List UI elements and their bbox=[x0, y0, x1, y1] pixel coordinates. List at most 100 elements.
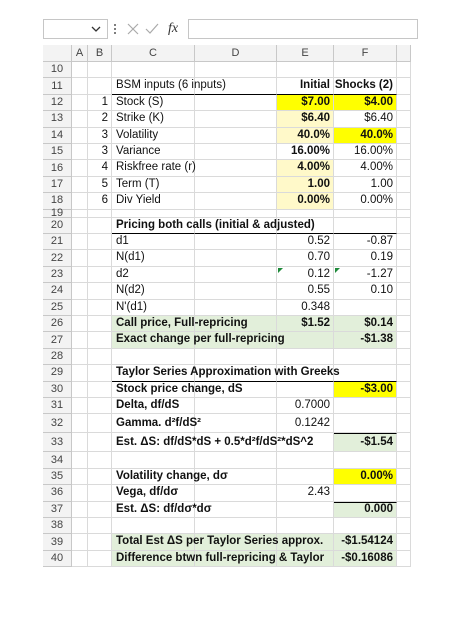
cell[interactable] bbox=[334, 398, 397, 415]
row-header[interactable]: 12 bbox=[43, 94, 72, 112]
column-header[interactable]: B bbox=[88, 45, 112, 62]
cell[interactable]: Riskfree rate (r) bbox=[112, 160, 196, 177]
cell[interactable]: -$1.54 bbox=[334, 433, 397, 453]
row-header[interactable]: 24 bbox=[43, 283, 72, 300]
cell[interactable] bbox=[334, 414, 397, 434]
cell[interactable]: -$0.16086 bbox=[334, 550, 397, 568]
cell[interactable] bbox=[112, 452, 195, 469]
row-header[interactable]: 32 bbox=[43, 414, 72, 434]
cell[interactable]: Volatility change, dσ bbox=[112, 468, 228, 486]
row-header[interactable]: 11 bbox=[43, 78, 72, 95]
cell[interactable] bbox=[397, 250, 411, 267]
cell[interactable]: 40.0% bbox=[277, 127, 334, 144]
cell[interactable] bbox=[195, 160, 277, 177]
cell[interactable]: Volatility bbox=[112, 127, 195, 144]
cell[interactable] bbox=[195, 283, 277, 300]
cell[interactable] bbox=[195, 111, 277, 128]
cell[interactable] bbox=[397, 209, 411, 218]
cell[interactable] bbox=[88, 433, 112, 453]
cell[interactable] bbox=[72, 193, 88, 210]
cell[interactable]: Pricing both calls (initial & adjusted) bbox=[112, 217, 315, 234]
cell[interactable] bbox=[88, 283, 112, 300]
cell[interactable] bbox=[277, 518, 334, 535]
cell[interactable] bbox=[397, 534, 411, 551]
cell[interactable]: 0.7000 bbox=[277, 398, 334, 415]
cell[interactable]: Exact change per full-repricing bbox=[112, 332, 285, 349]
cell[interactable]: 2.43 bbox=[277, 485, 334, 502]
cell[interactable]: N(d1) bbox=[112, 250, 195, 267]
cell[interactable] bbox=[72, 468, 88, 486]
cell[interactable] bbox=[397, 266, 411, 284]
cell[interactable] bbox=[72, 160, 88, 177]
cell[interactable]: 3 bbox=[88, 144, 112, 161]
cell[interactable] bbox=[397, 217, 411, 234]
cell[interactable]: 0.1242 bbox=[277, 414, 334, 434]
cell[interactable]: Shocks (2) bbox=[334, 78, 397, 95]
cell[interactable] bbox=[88, 62, 112, 79]
cell[interactable] bbox=[88, 381, 112, 398]
cell[interactable] bbox=[195, 550, 277, 568]
cell[interactable] bbox=[112, 348, 195, 366]
cell[interactable]: $0.14 bbox=[334, 316, 397, 333]
cell[interactable]: Term (T) bbox=[112, 176, 195, 194]
cell[interactable]: $4.00 bbox=[334, 94, 397, 112]
cell[interactable]: 0.10 bbox=[334, 283, 397, 300]
cell[interactable]: 0.70 bbox=[277, 250, 334, 267]
column-header[interactable]: F bbox=[334, 45, 397, 62]
cell[interactable] bbox=[195, 127, 277, 144]
row-header[interactable]: 28 bbox=[43, 348, 72, 366]
cell[interactable] bbox=[195, 62, 277, 79]
cell[interactable] bbox=[397, 299, 411, 316]
cell[interactable] bbox=[195, 217, 277, 234]
cell[interactable]: 0.000 bbox=[334, 501, 397, 518]
cell[interactable] bbox=[195, 209, 277, 218]
cell[interactable] bbox=[88, 398, 112, 415]
cell[interactable] bbox=[72, 62, 88, 79]
cell[interactable] bbox=[195, 433, 277, 453]
cell[interactable] bbox=[397, 485, 411, 502]
cell[interactable] bbox=[334, 365, 397, 382]
cell[interactable] bbox=[88, 348, 112, 366]
cell[interactable] bbox=[334, 452, 397, 469]
row-header[interactable]: 40 bbox=[43, 550, 72, 568]
cell[interactable] bbox=[277, 332, 334, 349]
cell[interactable] bbox=[88, 468, 112, 486]
cell[interactable]: -1.27 bbox=[334, 266, 397, 284]
cell[interactable]: $1.52 bbox=[277, 316, 334, 333]
cell[interactable] bbox=[195, 176, 277, 194]
row-header[interactable]: 10 bbox=[43, 62, 72, 79]
cell[interactable] bbox=[88, 78, 112, 95]
cell[interactable] bbox=[397, 365, 411, 382]
cell[interactable] bbox=[277, 348, 334, 366]
row-header[interactable]: 22 bbox=[43, 250, 72, 267]
cell[interactable] bbox=[397, 316, 411, 333]
cell[interactable] bbox=[397, 144, 411, 161]
cell[interactable] bbox=[195, 299, 277, 316]
cell[interactable] bbox=[88, 332, 112, 349]
cell[interactable]: Taylor Series Approximation with Greeks bbox=[112, 365, 340, 382]
cell[interactable] bbox=[72, 266, 88, 284]
cell[interactable]: 0.55 bbox=[277, 283, 334, 300]
cell[interactable]: Call price, Full-repricing bbox=[112, 316, 248, 333]
cell[interactable] bbox=[277, 209, 334, 218]
cell[interactable]: d2 bbox=[112, 266, 195, 284]
cell[interactable] bbox=[195, 485, 277, 502]
cell[interactable] bbox=[277, 217, 334, 234]
cell[interactable] bbox=[72, 518, 88, 535]
cell[interactable] bbox=[195, 414, 277, 434]
cell[interactable] bbox=[195, 193, 277, 210]
cell[interactable] bbox=[397, 433, 411, 453]
cell[interactable] bbox=[277, 62, 334, 79]
row-header[interactable]: 39 bbox=[43, 534, 72, 551]
cell[interactable]: 0.12 bbox=[277, 266, 334, 284]
cell[interactable] bbox=[88, 414, 112, 434]
cell[interactable]: 0.00% bbox=[334, 468, 397, 486]
row-header[interactable]: 26 bbox=[43, 316, 72, 333]
cell[interactable] bbox=[397, 234, 411, 251]
cell[interactable]: Stock (S) bbox=[112, 94, 195, 112]
cell[interactable] bbox=[334, 217, 397, 234]
cell[interactable] bbox=[72, 144, 88, 161]
cell[interactable] bbox=[72, 348, 88, 366]
cell[interactable] bbox=[397, 78, 411, 95]
cell[interactable] bbox=[277, 550, 334, 568]
